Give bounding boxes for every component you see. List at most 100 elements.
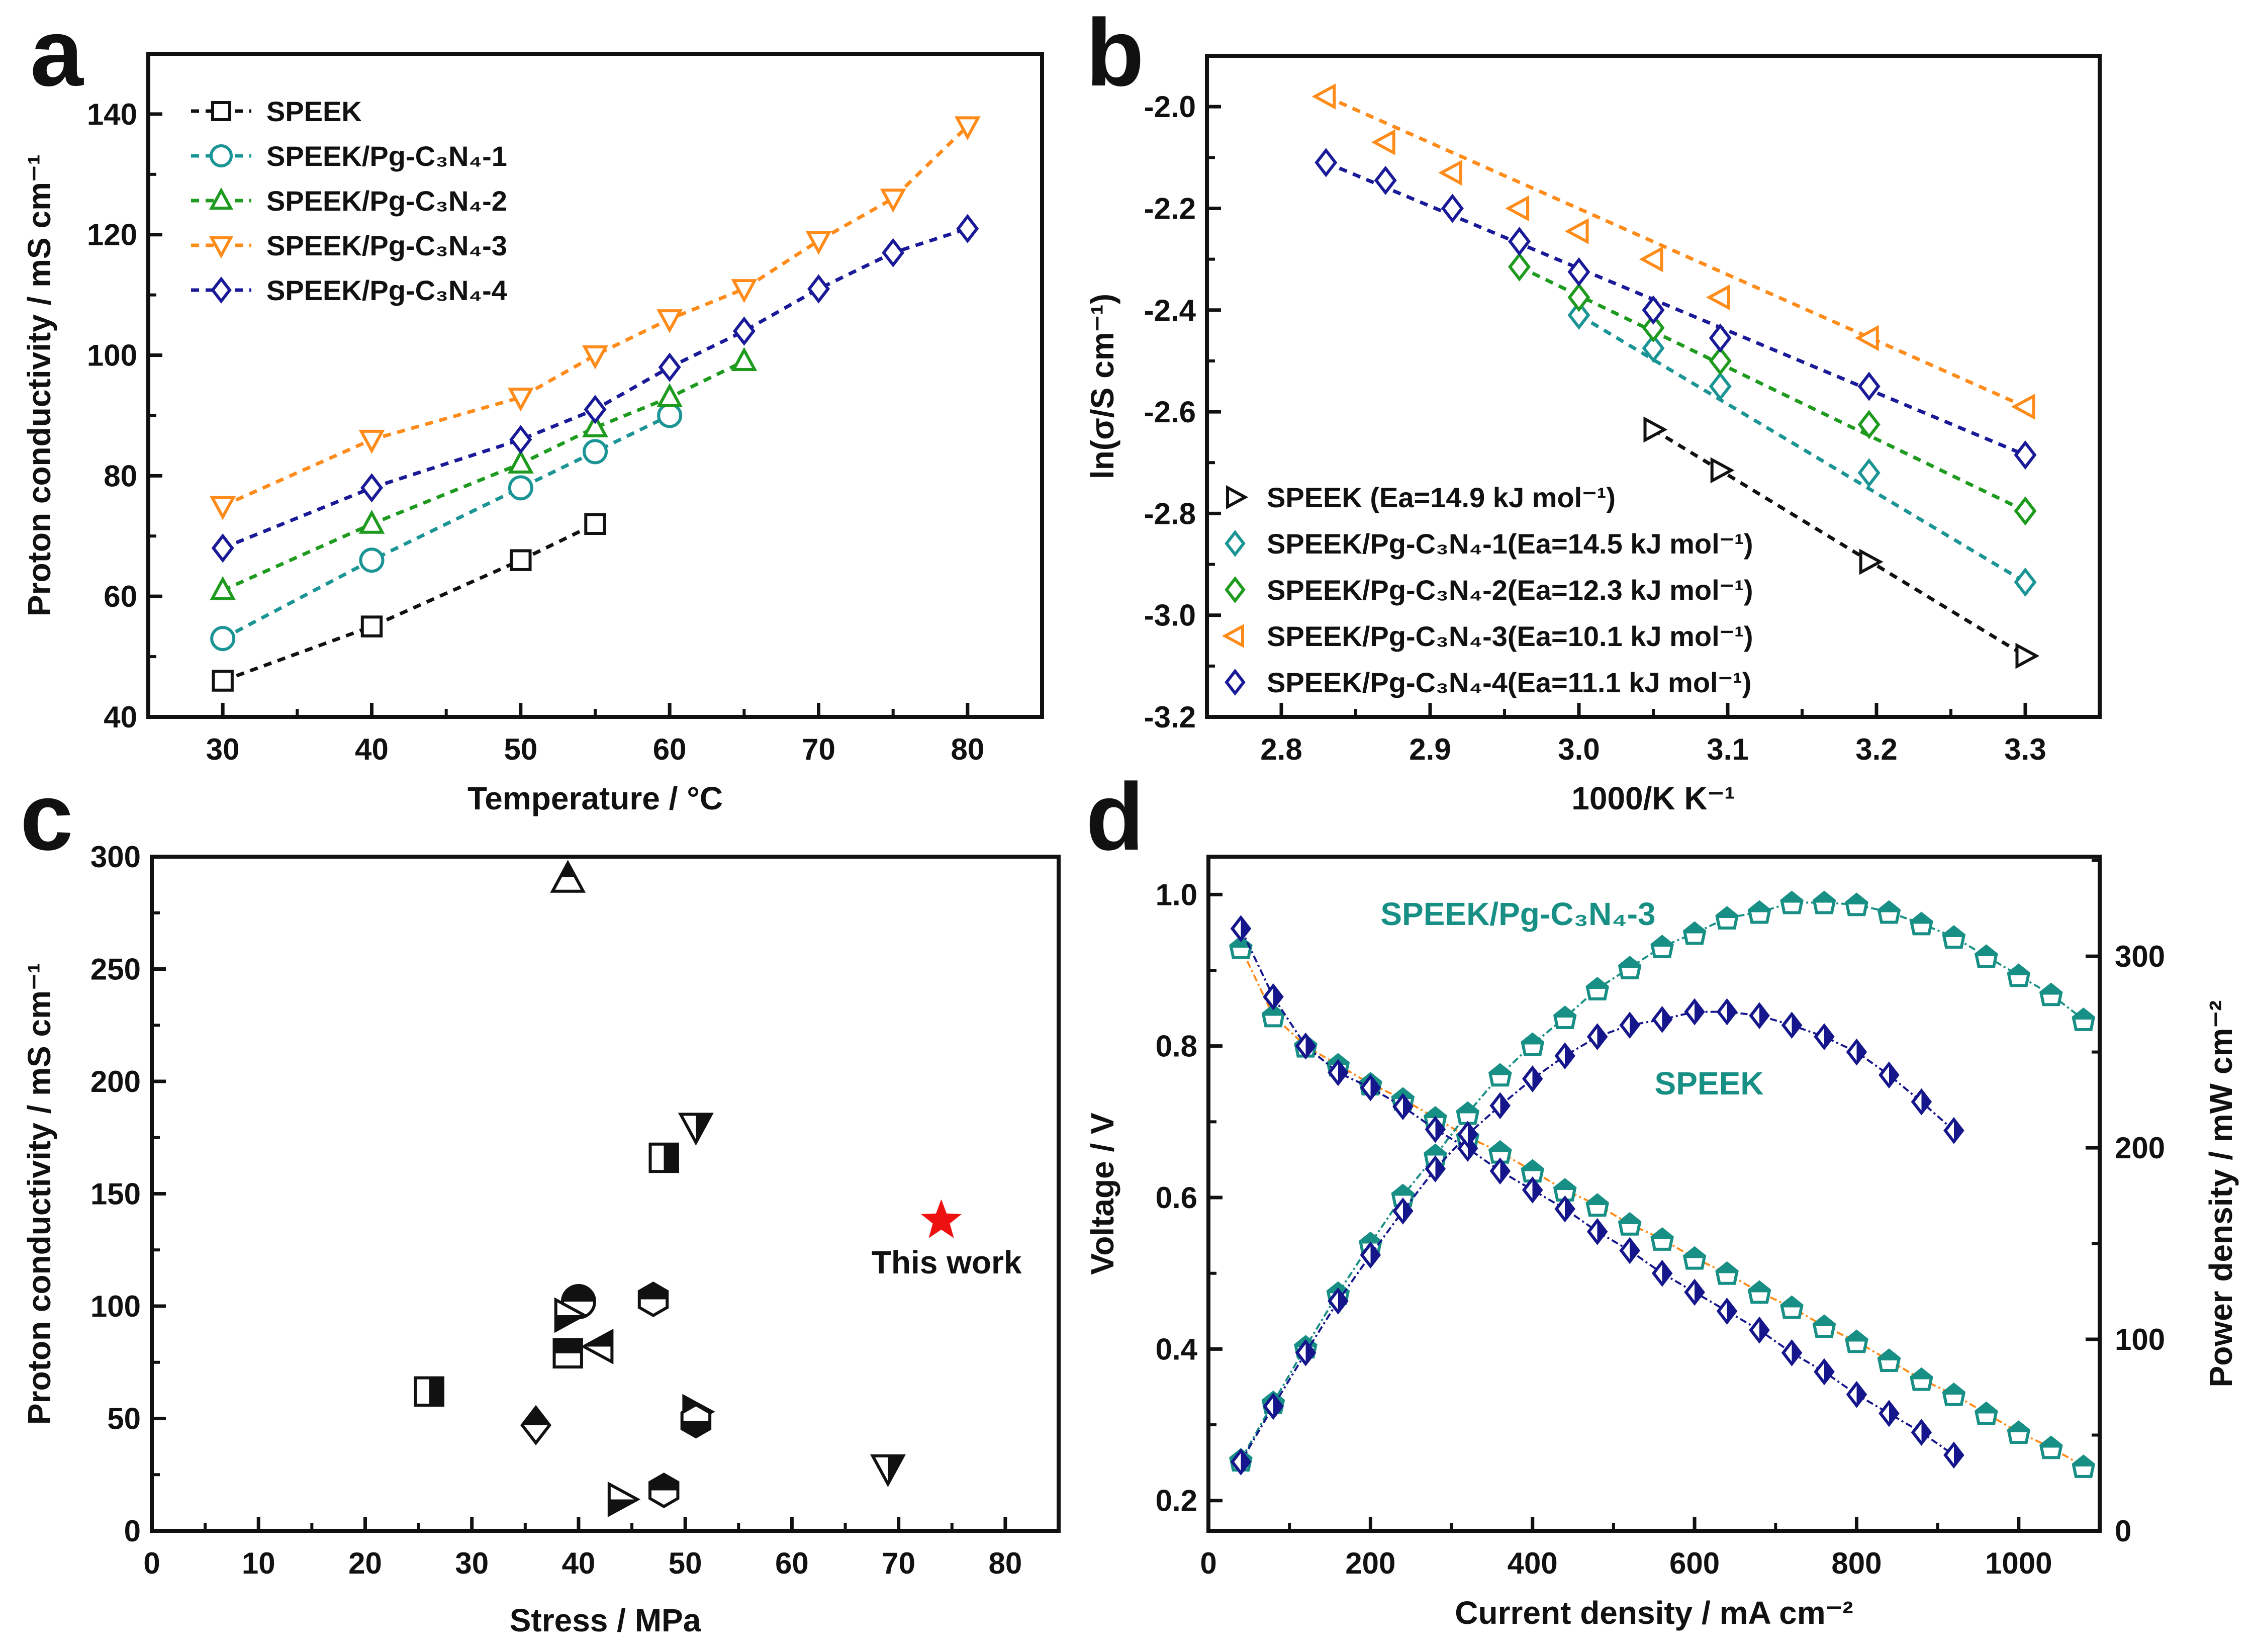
y2-tick-label: 100 [2115,1323,2165,1356]
data-point [1910,911,1933,936]
x-tick-label: 0 [1200,1546,1216,1580]
data-point [1650,935,1674,959]
data-point [211,533,234,563]
series-line [1240,947,2084,1467]
x-axis-title: 1000/K K⁻¹ [1571,780,1735,816]
data-point [1489,1157,1511,1185]
data-point [1261,1003,1285,1028]
data-point [1585,977,1609,1000]
data-point [358,510,385,534]
x-tick-label: 70 [802,732,835,766]
data-point [1522,1176,1543,1204]
data-point [1642,313,1665,343]
data-point [1328,1059,1349,1086]
data-point [954,116,981,141]
panel-label-a: a [30,0,84,106]
literature-point [870,1454,906,1488]
data-point [656,383,683,407]
x-tick-label: 0 [143,1546,160,1580]
series-4: SPEEK/Pg-C₃N₄-4(Ea=11.1 kJ mol⁻¹) [1225,148,2037,698]
legend-label: SPEEK (Ea=14.9 kJ mol⁻¹) [1267,482,1616,513]
data-point [1911,1419,1932,1446]
legend-marker [209,236,234,259]
legend-marker [209,187,234,210]
x-tick-label: 3.0 [1558,732,1600,766]
y-tick-label: 0.4 [1156,1332,1198,1366]
data-point [1567,300,1590,330]
y-tick-label: 100 [90,1290,141,1323]
y-tick-label: 300 [90,840,141,874]
data-point [1567,283,1590,312]
data-point [1975,1401,1998,1425]
data-point [1263,983,1284,1011]
data-point [1877,900,1901,924]
legend-label: SPEEK/Pg-C₃N₄-1 [266,140,507,172]
data-point [1374,165,1397,195]
data-point [657,403,683,428]
x-tick-label: 1000 [1985,1546,2052,1580]
data-point [1567,257,1590,287]
x-tick-label: 80 [989,1546,1022,1580]
series-3: SPEEK/Pg-C₃N₄-3 [191,116,981,520]
literature-point [520,1405,552,1446]
y-tick-label: 1.0 [1156,878,1197,911]
x-tick-label: 70 [882,1546,915,1580]
data-point [656,309,683,333]
x-tick-label: 400 [1508,1546,1558,1580]
literature-point [550,860,586,893]
legend-marker [1226,485,1249,510]
y-tick-label: 0.6 [1156,1181,1197,1215]
data-point [1360,1241,1381,1269]
data-point [1553,1005,1577,1030]
fit-line [1325,95,2026,409]
y-tick-label: -2.8 [1144,497,1196,530]
data-point [1425,1155,1446,1182]
data-point [731,279,758,303]
x-tick-label: 40 [562,1546,596,1580]
literature-point [680,1403,712,1439]
y-tick-label: 100 [87,339,137,373]
data-point [1651,1259,1673,1287]
data-point [880,189,906,213]
data-point [1709,323,1732,353]
data-point [1642,295,1665,325]
x-tick-label: 20 [348,1546,382,1580]
data-point [1328,1287,1349,1315]
data-point [1441,194,1464,223]
data-point [1910,1367,1933,1391]
chart-a-conductivity-vs-temperature: 30 40 50 60 70 80 40 60 80 100 120 140 Temperature /… [21,52,1044,816]
data-point [360,615,383,637]
plot-frame [150,855,1061,1533]
data-point [1371,129,1395,155]
y-tick-label: -2.0 [1144,90,1196,124]
series-line [1240,928,1955,1456]
y-axis-title: Voltage / V [1084,1113,1120,1275]
y-tick-label: 140 [87,98,137,131]
legend-label: SPEEK/Pg-C₃N₄-3 [266,230,507,261]
series-line [222,359,745,592]
data-point [1879,1400,1900,1427]
legend-label: SPEEK [266,96,362,127]
series-2 [1230,915,1964,1469]
data-point [1943,1117,1964,1144]
series-0: SPEEK [191,96,606,692]
data-point [1749,1002,1770,1030]
data-point [805,231,832,255]
data-point [1859,548,1884,575]
x-tick-label: 600 [1669,1546,1720,1580]
y-tick-label: 0 [124,1514,141,1548]
x-tick-label: 3.2 [1855,732,1897,766]
data-point [210,576,236,600]
data-point [1877,1348,1901,1372]
data-point [1709,372,1732,401]
annotation-speek: SPEEK [1655,1065,1764,1102]
data-point [1521,1032,1545,1056]
data-point [1618,1212,1642,1236]
data-point [1360,1074,1381,1102]
data-point [956,214,979,243]
data-point [1781,1339,1803,1366]
series-3: SPEEK/Pg-C₃N₄-3(Ea=10.1 kJ mol⁻¹) [1222,83,2035,652]
y2-tick-label: 200 [2115,1131,2165,1165]
data-point [1639,246,1663,272]
legend-marker [1225,669,1246,696]
